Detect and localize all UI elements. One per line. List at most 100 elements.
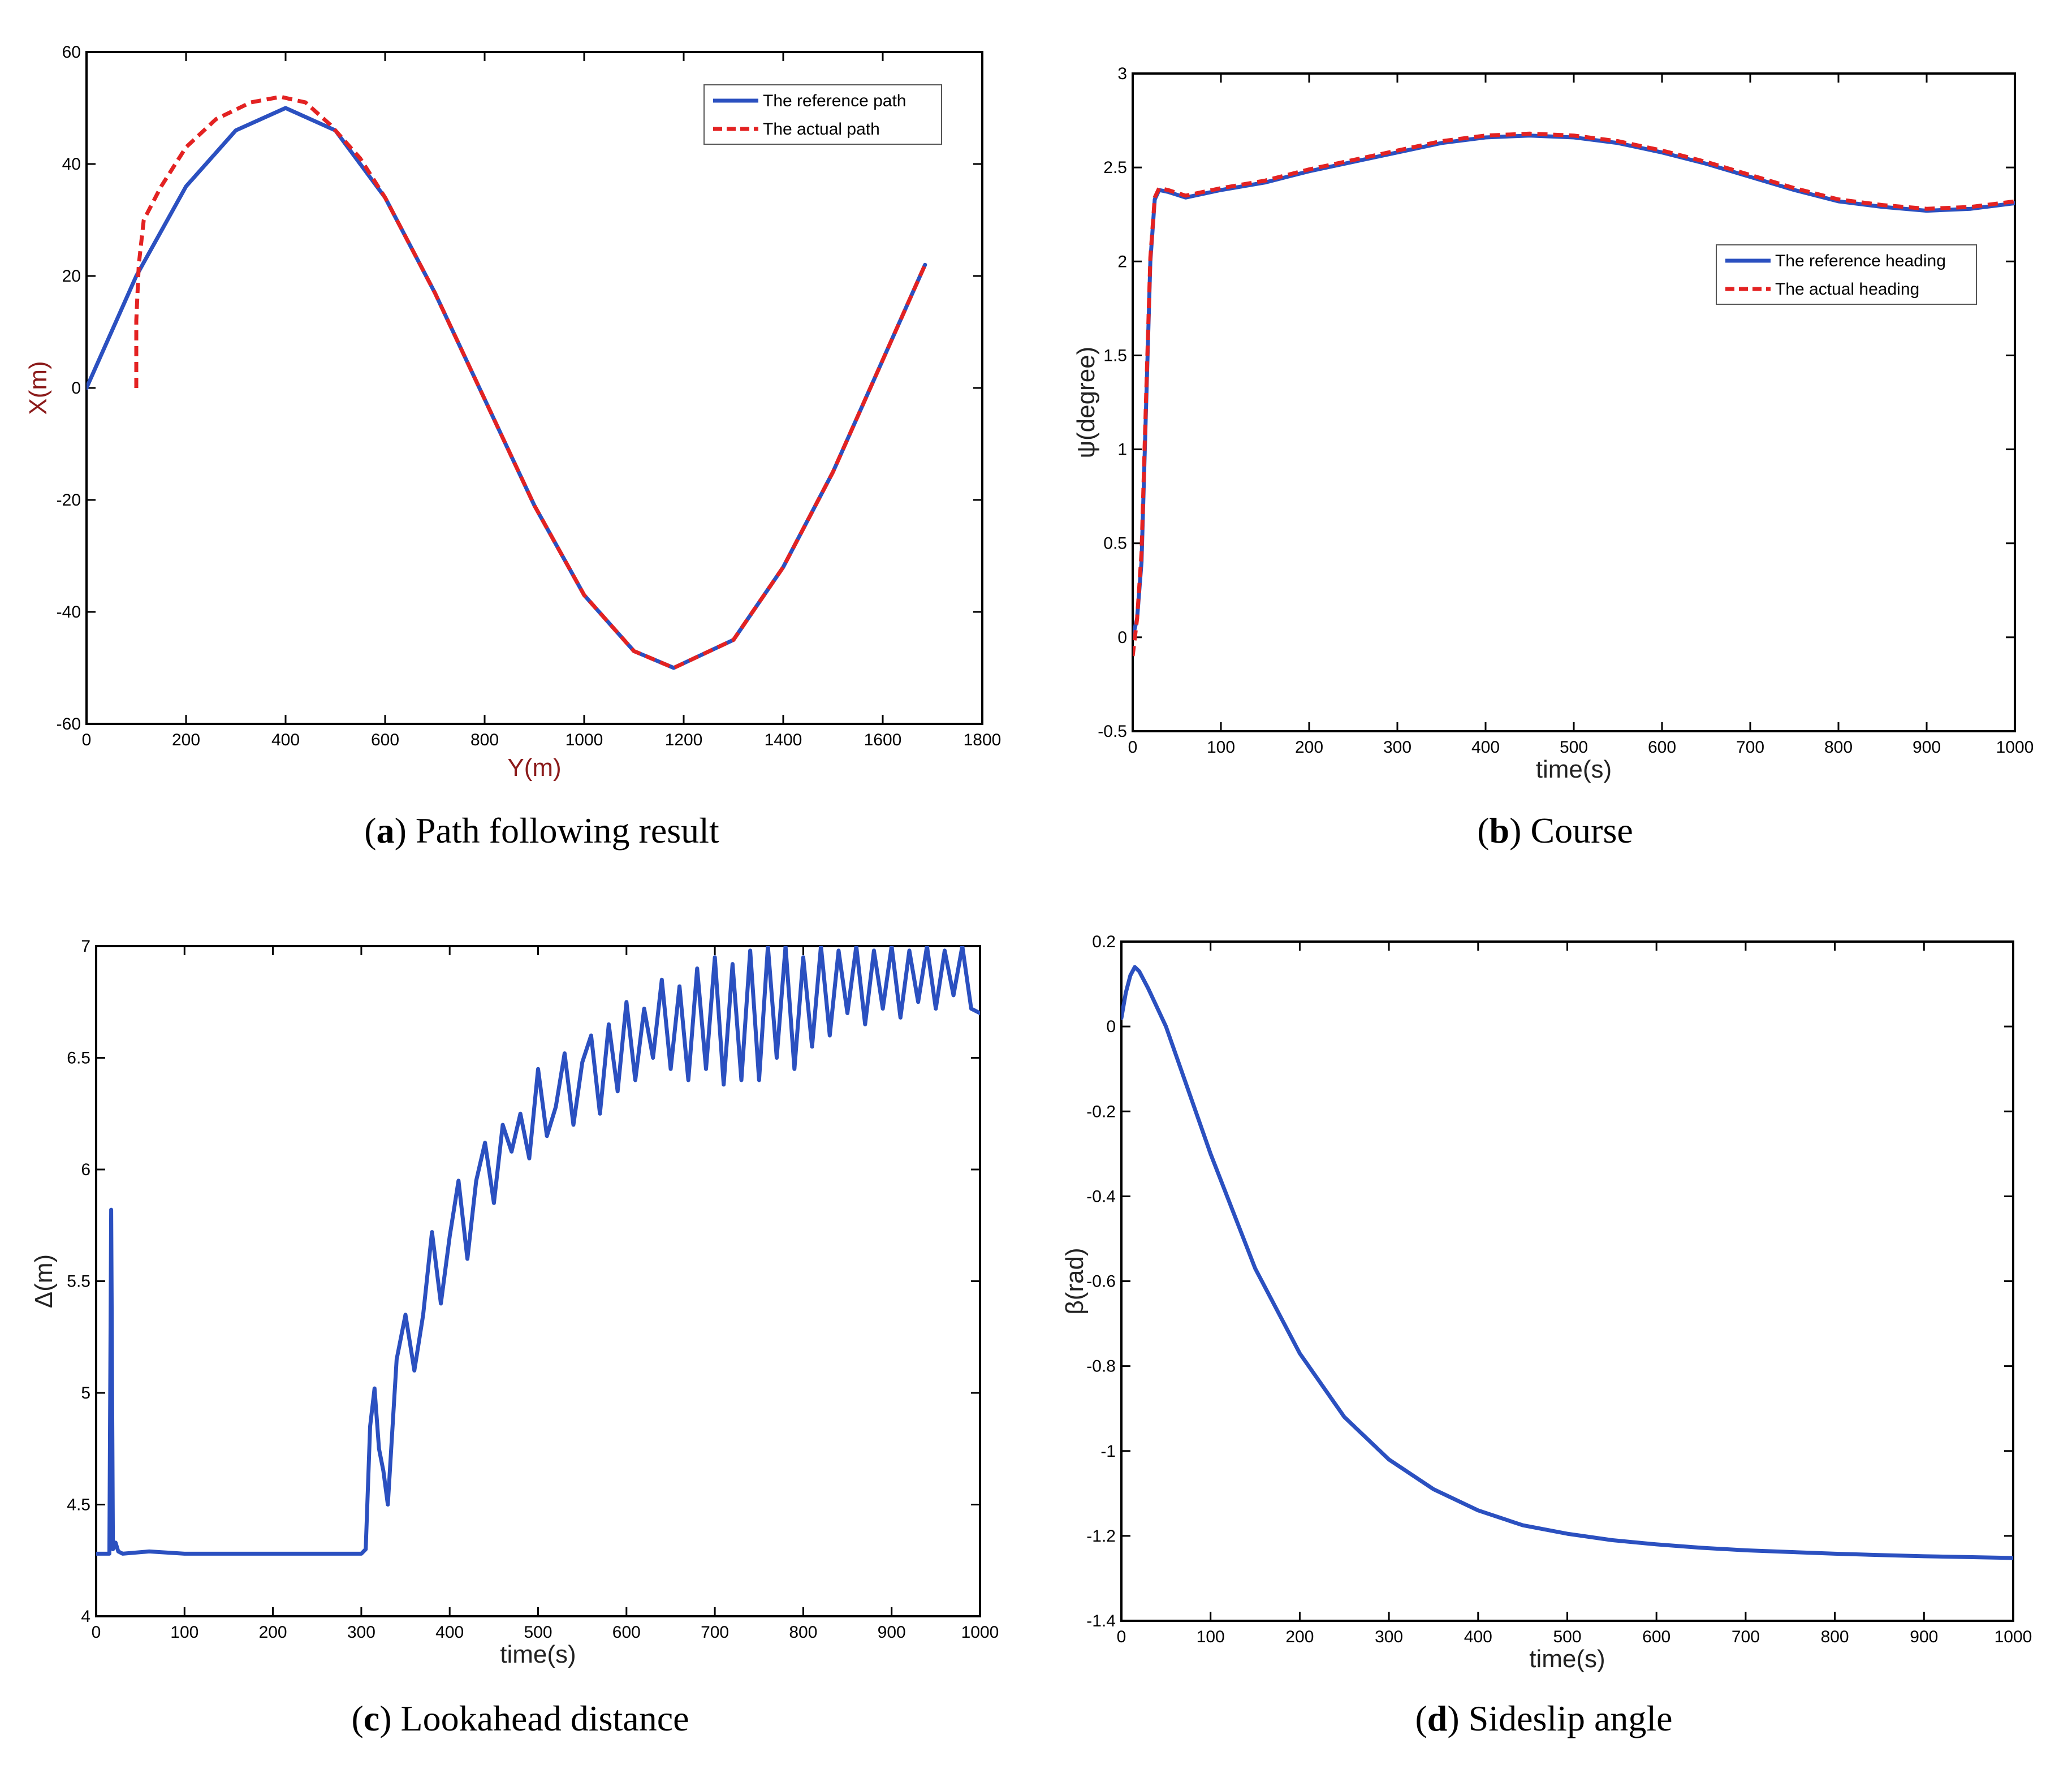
- x-tick-label: 0: [1117, 1628, 1126, 1646]
- legend-label: The actual heading: [1775, 280, 1919, 299]
- plot-frame: [1132, 72, 2016, 732]
- y-tick-label: -1: [1100, 1442, 1116, 1461]
- x-tick-label: 1800: [964, 731, 1002, 749]
- y-tick-label: 20: [62, 267, 81, 286]
- y-tick-label: 2: [1117, 252, 1127, 271]
- legend-box: [1716, 244, 1977, 305]
- x-axis-label: Y(m): [507, 754, 561, 782]
- chart-d: 0 100 200 300 400 500 600 700 800 900 1000 -1.4 -1.2…: [1061, 933, 2032, 1738]
- y-tick-label: 6.5: [67, 1049, 90, 1068]
- legend-label: The reference path: [763, 92, 907, 110]
- x-tick-label: 400: [435, 1623, 464, 1642]
- series-group: [1121, 965, 2013, 1560]
- x-tick-label: 400: [1471, 738, 1500, 757]
- x-tick-label: 300: [1375, 1628, 1403, 1646]
- y-axis-label: ψ(degree): [1072, 347, 1100, 459]
- x-tick-label: 1000: [566, 731, 603, 749]
- y-tick-label: 4.5: [67, 1496, 90, 1514]
- x-tick-label: 900: [1910, 1628, 1938, 1646]
- y-tick-label: -1.2: [1086, 1527, 1116, 1546]
- subfigure-caption: (d) Sideslip angle: [1415, 1698, 1672, 1738]
- x-tick-label: 600: [612, 1623, 641, 1642]
- series-line-actual: [134, 94, 927, 670]
- x-axis-label: time(s): [1529, 1645, 1605, 1673]
- x-tick-label: 200: [1285, 1628, 1314, 1646]
- chart-a: 0 200 400 600 800 1000 1200 1400 1600 1800-60-40-…: [24, 43, 1001, 851]
- x-tick-label: 300: [347, 1623, 375, 1642]
- x-tick-label: 0: [1128, 738, 1138, 757]
- subfigure-caption: (b) Course: [1477, 810, 1633, 851]
- series-line-reference: [87, 106, 927, 670]
- x-tick-label: 900: [1913, 738, 1941, 757]
- x-tick-label: 100: [1197, 1628, 1225, 1646]
- y-tick-label: 7: [81, 937, 90, 956]
- x-tick-label: 500: [524, 1623, 552, 1642]
- x-tick-label: 800: [1824, 738, 1853, 757]
- x-tick-label: 800: [470, 731, 499, 749]
- x-tick-label: 1000: [961, 1623, 999, 1642]
- subfigure-caption: (c) Lookahead distance: [351, 1698, 689, 1738]
- x-tick-label: 900: [878, 1623, 906, 1642]
- chart-c: 0 100 200 300 400 500 600 700 800 900 1000 4 4.5 5 5.5…: [30, 937, 999, 1738]
- y-axis-label: β(rad): [1061, 1248, 1089, 1314]
- chart-b: 0 100 200 300 400 500 600 700 800 900 1000-0.500.5…: [1072, 64, 2034, 851]
- x-tick-label: 800: [1821, 1628, 1849, 1646]
- y-tick-label: 0: [1106, 1017, 1116, 1036]
- y-tick-label: 40: [62, 155, 81, 174]
- x-axis-label: time(s): [1536, 756, 1612, 783]
- y-tick-label: 3: [1117, 64, 1127, 83]
- series-line-reference: [1133, 133, 2015, 640]
- series-line-actual: [1133, 131, 2015, 657]
- y-tick-label: 5: [81, 1384, 90, 1402]
- y-tick-label: -0.6: [1086, 1272, 1116, 1291]
- legend-label: The reference heading: [1775, 252, 1946, 270]
- y-axis-label: Δ(m): [30, 1254, 58, 1308]
- x-tick-label: 1000: [1996, 738, 2034, 757]
- series-group: [87, 94, 927, 670]
- x-tick-label: 200: [1295, 738, 1323, 757]
- y-tick-label: -1.4: [1086, 1612, 1116, 1630]
- series-line-reference: [96, 946, 980, 1556]
- x-tick-label: 700: [1732, 1628, 1760, 1646]
- plot-frame: [95, 945, 981, 1617]
- subfigure-caption: (a) Path following result: [364, 810, 719, 851]
- legend-label: The actual path: [763, 120, 880, 139]
- series-line-reference: [1121, 965, 2013, 1560]
- y-tick-label: 1.5: [1103, 346, 1127, 365]
- x-tick-label: 700: [701, 1623, 729, 1642]
- x-tick-label: 800: [789, 1623, 817, 1642]
- x-tick-label: 300: [1383, 738, 1411, 757]
- x-tick-label: 100: [170, 1623, 198, 1642]
- x-tick-label: 200: [259, 1623, 287, 1642]
- y-tick-label: -20: [57, 491, 81, 510]
- x-tick-label: 600: [371, 731, 399, 749]
- y-tick-label: -0.5: [1098, 722, 1127, 741]
- y-tick-label: 0.5: [1103, 534, 1127, 553]
- x-tick-label: 0: [92, 1623, 101, 1642]
- legend: The reference path The actual path: [703, 84, 942, 145]
- x-tick-label: 700: [1736, 738, 1764, 757]
- y-tick-label: -0.4: [1086, 1187, 1116, 1206]
- plot-frame: [85, 51, 983, 725]
- y-tick-label: 6: [81, 1160, 90, 1179]
- legend: The reference heading The actual heading: [1716, 244, 1977, 305]
- x-tick-label: 600: [1642, 1628, 1670, 1646]
- y-tick-label: -0.2: [1086, 1102, 1116, 1121]
- x-tick-label: 200: [172, 731, 200, 749]
- x-tick-label: 500: [1553, 1628, 1581, 1646]
- y-tick-label: 1: [1117, 441, 1127, 459]
- x-tick-label: 0: [82, 731, 92, 749]
- y-tick-label: -60: [57, 715, 81, 733]
- plot-frame: [1120, 940, 2014, 1622]
- y-tick-label: -0.8: [1086, 1357, 1116, 1376]
- x-tick-label: 400: [271, 731, 300, 749]
- x-tick-label: 1200: [665, 731, 703, 749]
- legend-box: [703, 84, 942, 145]
- x-tick-label: 1400: [765, 731, 802, 749]
- x-tick-label: 1000: [1995, 1628, 2032, 1646]
- y-tick-label: 5.5: [67, 1272, 90, 1291]
- series-group: [96, 946, 980, 1556]
- y-tick-label: -40: [57, 603, 81, 622]
- x-tick-label: 600: [1648, 738, 1676, 757]
